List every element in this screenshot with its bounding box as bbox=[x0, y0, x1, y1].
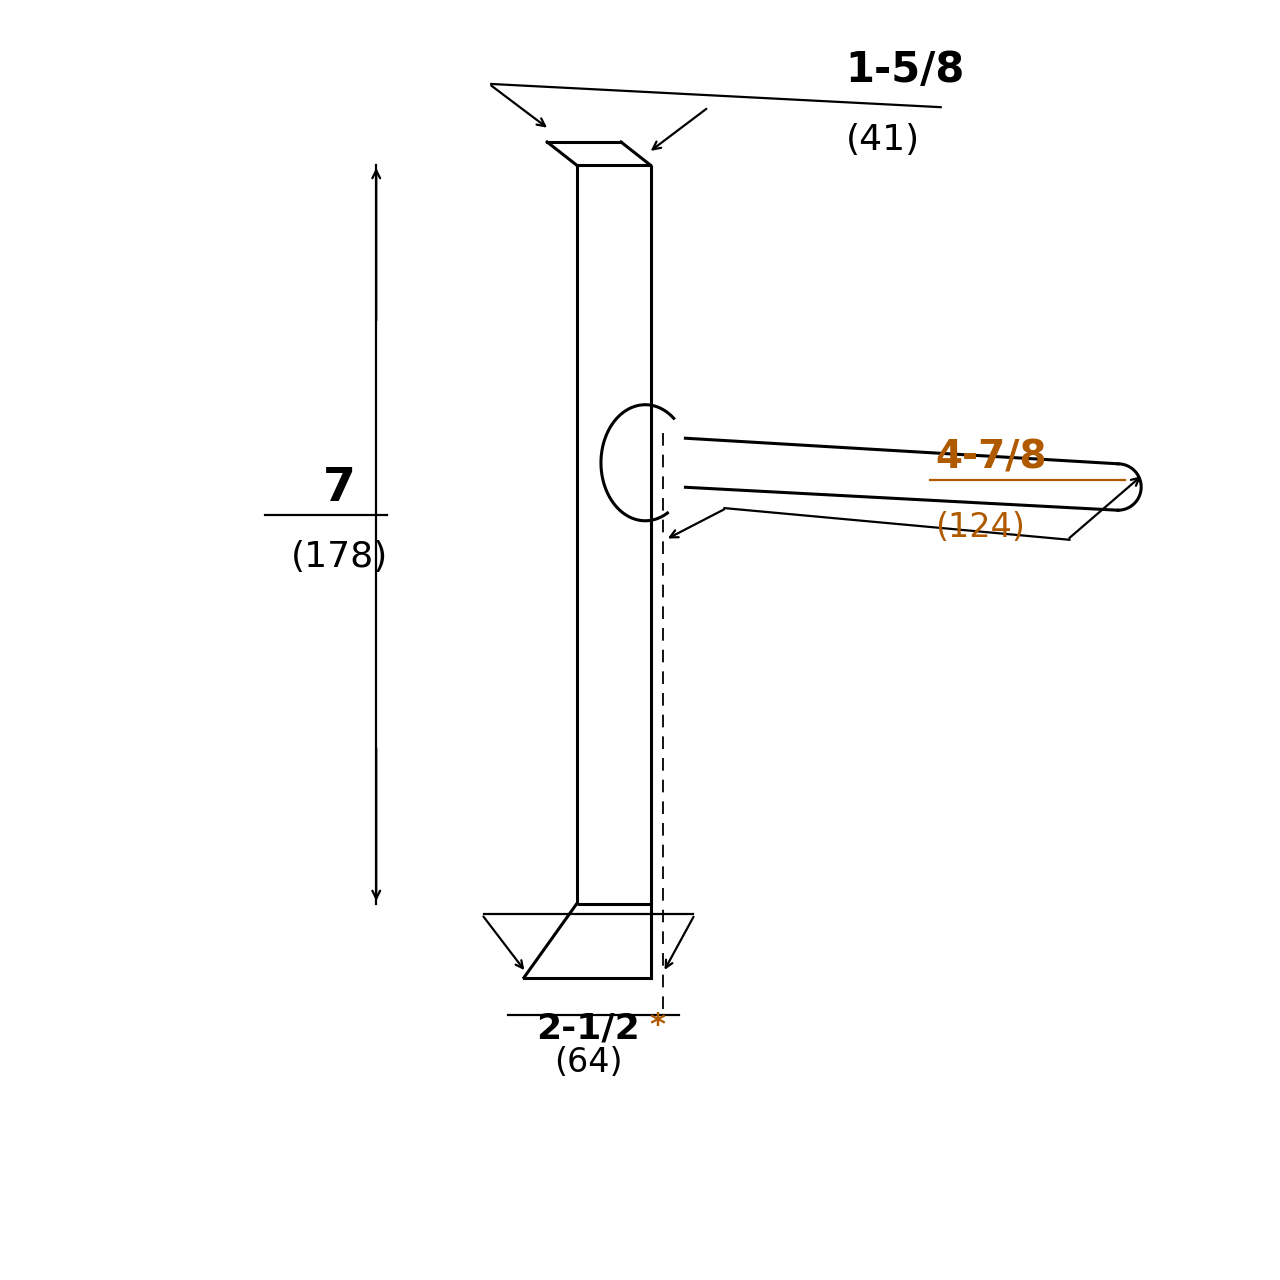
Text: (124): (124) bbox=[936, 511, 1025, 544]
Text: (64): (64) bbox=[554, 1046, 622, 1079]
Text: 7: 7 bbox=[323, 466, 356, 511]
Text: 1-5/8: 1-5/8 bbox=[846, 50, 965, 91]
Text: 4-7/8: 4-7/8 bbox=[936, 439, 1047, 476]
Text: (178): (178) bbox=[291, 540, 388, 573]
Text: 2-1/2: 2-1/2 bbox=[536, 1011, 640, 1046]
Text: *: * bbox=[649, 1011, 666, 1041]
Text: (41): (41) bbox=[846, 123, 920, 157]
